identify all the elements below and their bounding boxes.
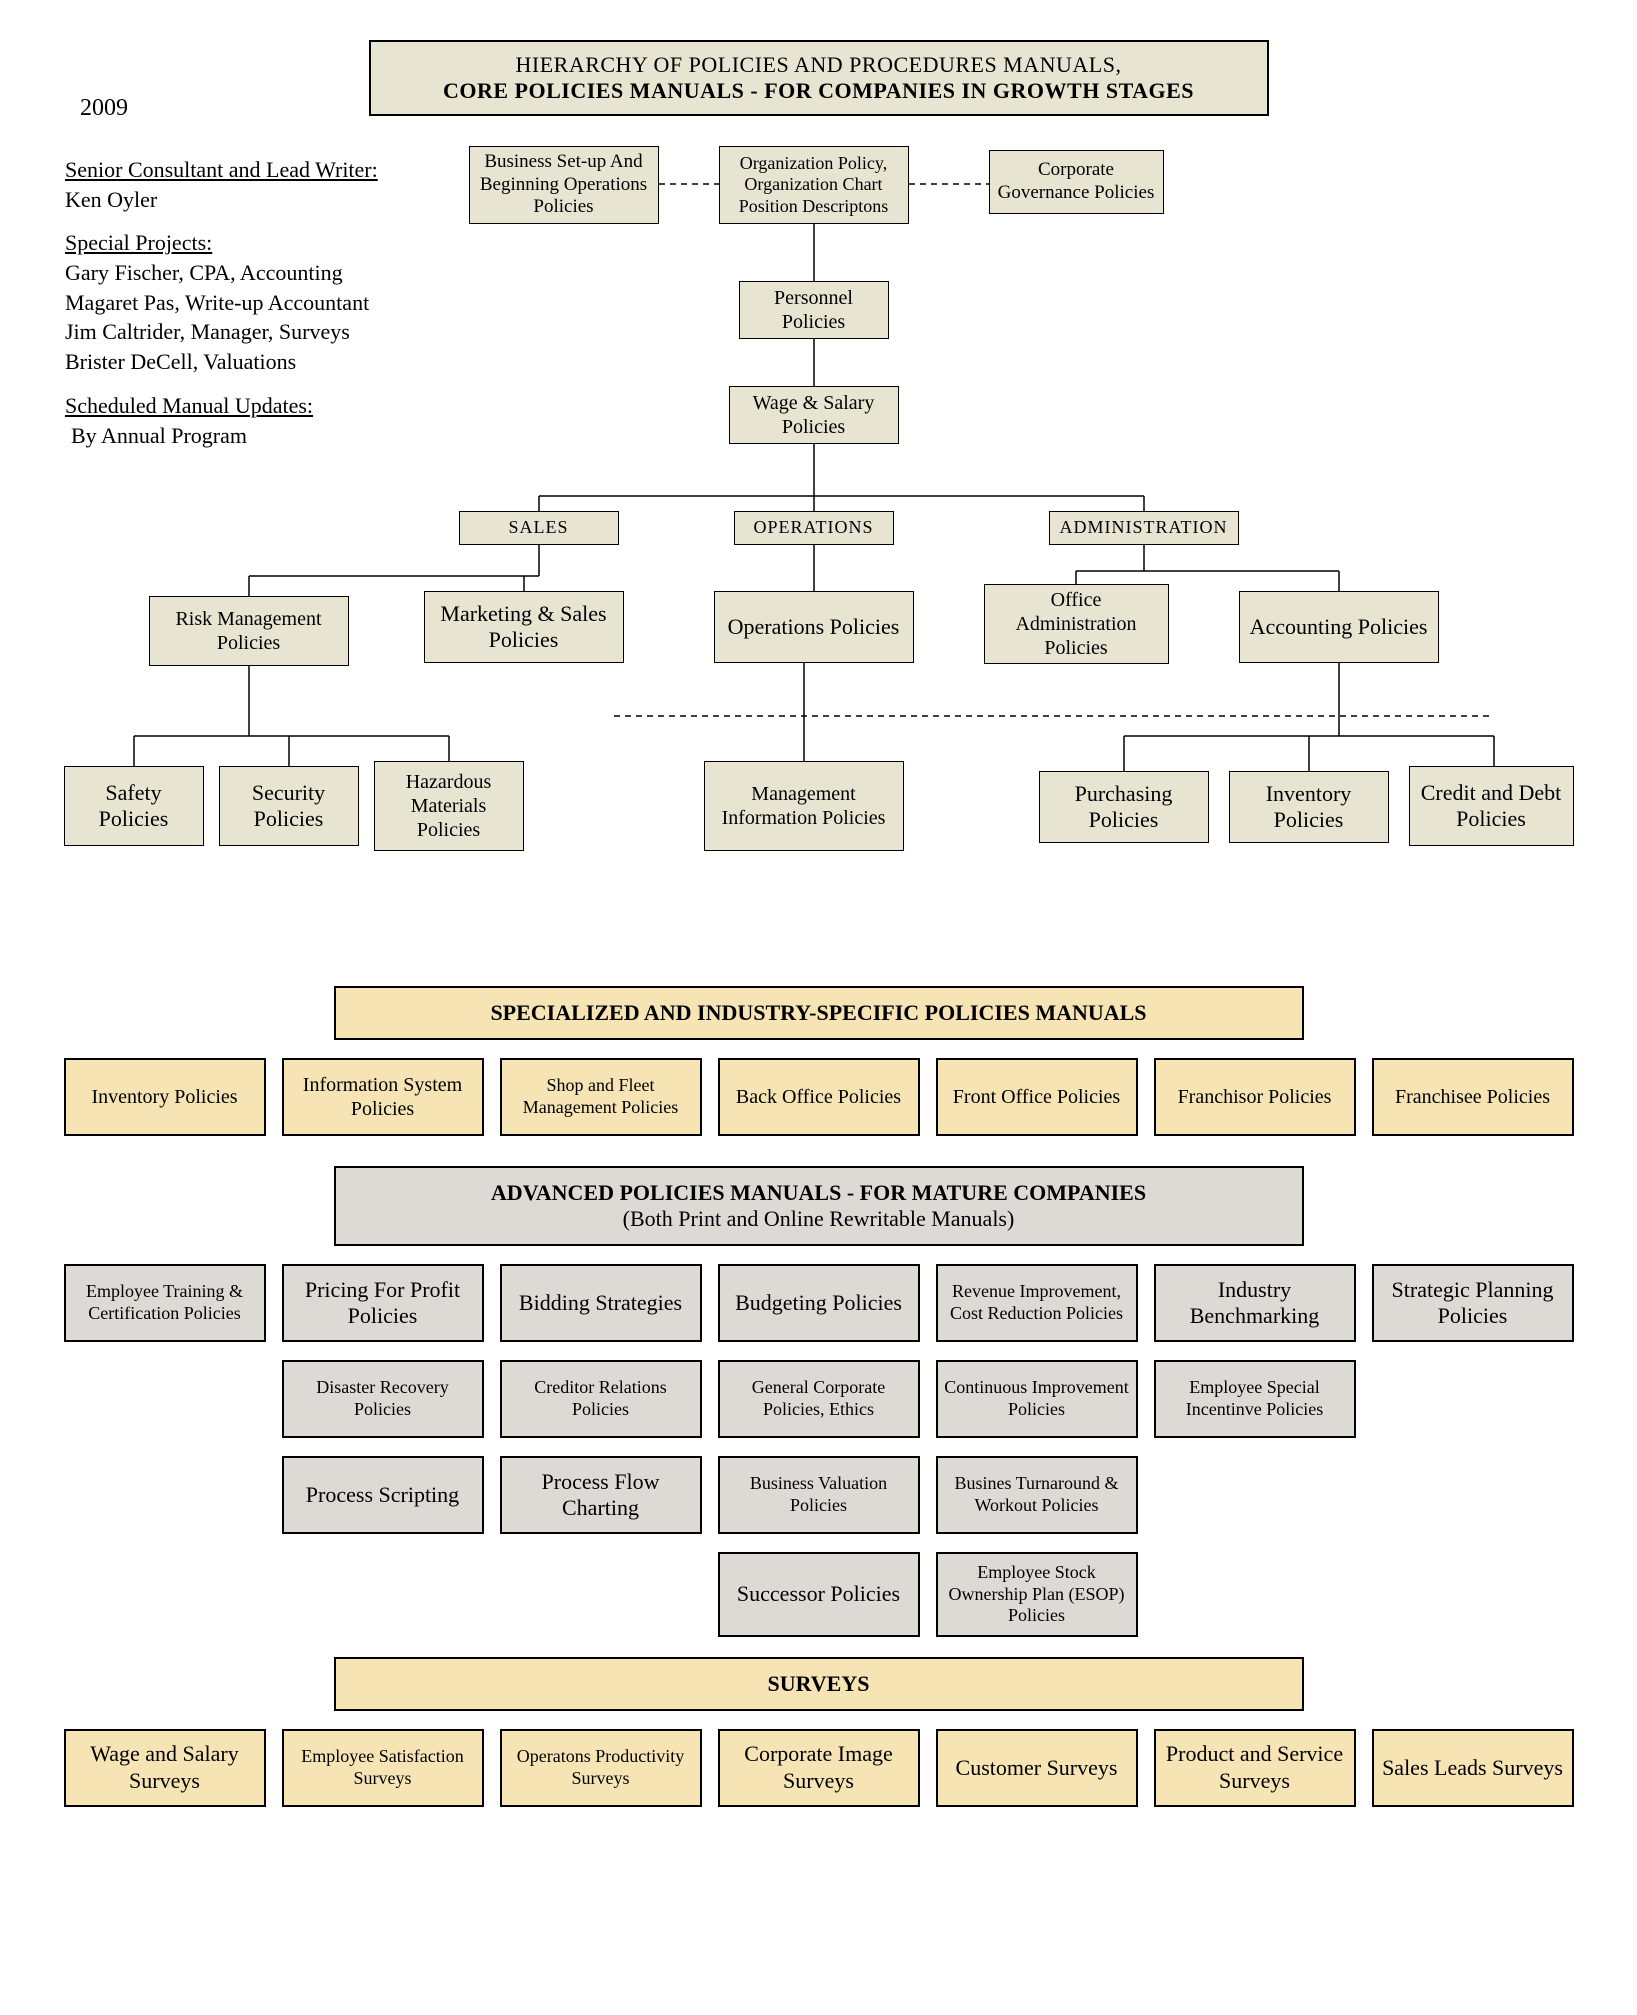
node-risk: Risk Management Policies [149, 596, 349, 666]
node-purchasing: Purchasing Policies [1039, 771, 1209, 843]
cell: General Corporate Policies, Ethics [718, 1360, 920, 1438]
cell: Employee Training & Certification Polici… [64, 1264, 266, 1342]
cell: Front Office Policies [936, 1058, 1138, 1136]
node-ops_lbl: OPERATIONS [734, 511, 894, 545]
cell: Creditor Relations Policies [500, 1360, 702, 1438]
year-label: 2009 [80, 95, 128, 122]
node-wage: Wage & Salary Policies [729, 386, 899, 444]
cell: Employee Satisfaction Surveys [282, 1729, 484, 1807]
advanced-row: Employee Training & Certification Polici… [64, 1264, 1574, 1342]
cell: Pricing For Profit Policies [282, 1264, 484, 1342]
node-corp_gov: Corporate Governance Policies [989, 150, 1164, 214]
specialized-row: Inventory PoliciesInformation System Pol… [64, 1058, 1574, 1136]
header-line1: HIERARCHY OF POLICIES AND PROCEDURES MAN… [391, 52, 1247, 78]
page: 2009 HIERARCHY OF POLICIES AND PROCEDURE… [0, 0, 1637, 1885]
cell: Corporate Image Surveys [718, 1729, 920, 1807]
node-hazmat: Hazardous Materials Policies [374, 761, 524, 851]
cell: Industry Benchmarking [1154, 1264, 1356, 1342]
node-marketing: Marketing & Sales Policies [424, 591, 624, 663]
advanced-row: Process ScriptingProcess Flow ChartingBu… [64, 1456, 1574, 1534]
node-mis: Management Information Policies [704, 761, 904, 851]
cell: Sales Leads Surveys [1372, 1729, 1574, 1807]
cell [500, 1552, 702, 1637]
node-org_policy: Organization Policy, Organization Chart … [719, 146, 909, 224]
cell: Franchisor Policies [1154, 1058, 1356, 1136]
cell [1372, 1552, 1574, 1637]
cell [1154, 1456, 1356, 1534]
cell: Operatons Productivity Surveys [500, 1729, 702, 1807]
advanced-grid: Employee Training & Certification Polici… [60, 1264, 1577, 1637]
cell: Wage and Salary Surveys [64, 1729, 266, 1807]
node-security: Security Policies [219, 766, 359, 846]
cell: Back Office Policies [718, 1058, 920, 1136]
surveys-header: SURVEYS [334, 1657, 1304, 1711]
cell [1154, 1552, 1356, 1637]
surveys-row: Wage and Salary SurveysEmployee Satisfac… [64, 1729, 1574, 1807]
cell [64, 1360, 266, 1438]
cell: Employee Special Incentinve Policies [1154, 1360, 1356, 1438]
cell: Information System Policies [282, 1058, 484, 1136]
cell: Customer Surveys [936, 1729, 1138, 1807]
node-credit: Credit and Debt Policies [1409, 766, 1574, 846]
node-admin_lbl: ADMINISTRATION [1049, 511, 1239, 545]
cell: Product and Service Surveys [1154, 1729, 1356, 1807]
cell: Process Scripting [282, 1456, 484, 1534]
org-chart: Business Set-up And Beginning Operations… [64, 136, 1574, 956]
cell: Inventory Policies [64, 1058, 266, 1136]
cell [1372, 1360, 1574, 1438]
node-biz_setup: Business Set-up And Beginning Operations… [469, 146, 659, 224]
cell: Bidding Strategies [500, 1264, 702, 1342]
advanced-row: Successor PoliciesEmployee Stock Ownersh… [64, 1552, 1574, 1637]
node-accounting: Accounting Policies [1239, 591, 1439, 663]
cell: Franchisee Policies [1372, 1058, 1574, 1136]
cell: Revenue Improvement, Cost Reduction Poli… [936, 1264, 1138, 1342]
advanced-header-line2: (Both Print and Online Rewritable Manual… [356, 1206, 1282, 1232]
advanced-row: Disaster Recovery PoliciesCreditor Relat… [64, 1360, 1574, 1438]
advanced-header: ADVANCED POLICIES MANUALS - FOR MATURE C… [334, 1166, 1304, 1246]
cell: Continuous Improvement Policies [936, 1360, 1138, 1438]
cell: Shop and Fleet Management Policies [500, 1058, 702, 1136]
cell: Employee Stock Ownership Plan (ESOP) Pol… [936, 1552, 1138, 1637]
main-header: HIERARCHY OF POLICIES AND PROCEDURES MAN… [369, 40, 1269, 116]
cell: Budgeting Policies [718, 1264, 920, 1342]
cell: Successor Policies [718, 1552, 920, 1637]
node-sales_lbl: SALES [459, 511, 619, 545]
node-safety: Safety Policies [64, 766, 204, 846]
node-personnel: Personnel Policies [739, 281, 889, 339]
node-office: Office Administration Policies [984, 584, 1169, 664]
specialized-header: SPECIALIZED AND INDUSTRY-SPECIFIC POLICI… [334, 986, 1304, 1040]
cell [1372, 1456, 1574, 1534]
cell [64, 1456, 266, 1534]
cell: Disaster Recovery Policies [282, 1360, 484, 1438]
cell: Business Valuation Policies [718, 1456, 920, 1534]
cell [282, 1552, 484, 1637]
cell: Strategic Planning Policies [1372, 1264, 1574, 1342]
node-inventory: Inventory Policies [1229, 771, 1389, 843]
cell: Process Flow Charting [500, 1456, 702, 1534]
header-line2: CORE POLICIES MANUALS - FOR COMPANIES IN… [391, 78, 1247, 104]
cell: Busines Turnaround & Workout Policies [936, 1456, 1138, 1534]
node-operations: Operations Policies [714, 591, 914, 663]
advanced-header-line1: ADVANCED POLICIES MANUALS - FOR MATURE C… [356, 1180, 1282, 1206]
cell [64, 1552, 266, 1637]
